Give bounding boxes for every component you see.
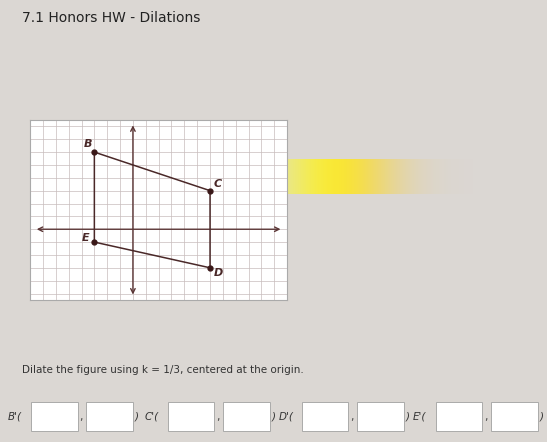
Text: ): ) bbox=[135, 412, 138, 422]
Text: B'(: B'( bbox=[8, 412, 22, 422]
Text: ,: , bbox=[484, 412, 487, 422]
Text: ): ) bbox=[539, 412, 543, 422]
Text: C'(: C'( bbox=[145, 412, 159, 422]
Text: D: D bbox=[214, 267, 223, 278]
Text: Dilate the figure using k = 1/3, centered at the origin.: Dilate the figure using k = 1/3, centere… bbox=[22, 365, 304, 375]
Text: ,: , bbox=[350, 412, 353, 422]
Text: ): ) bbox=[271, 412, 275, 422]
Text: ,: , bbox=[216, 412, 219, 422]
Text: ): ) bbox=[405, 412, 409, 422]
Text: E: E bbox=[82, 233, 89, 243]
Text: C: C bbox=[214, 179, 222, 189]
Text: ,: , bbox=[79, 412, 83, 422]
Text: 7.1 Honors HW - Dilations: 7.1 Honors HW - Dilations bbox=[22, 11, 200, 25]
Text: E'(: E'( bbox=[413, 412, 426, 422]
Text: D'(: D'( bbox=[279, 412, 294, 422]
Text: B: B bbox=[84, 139, 92, 149]
